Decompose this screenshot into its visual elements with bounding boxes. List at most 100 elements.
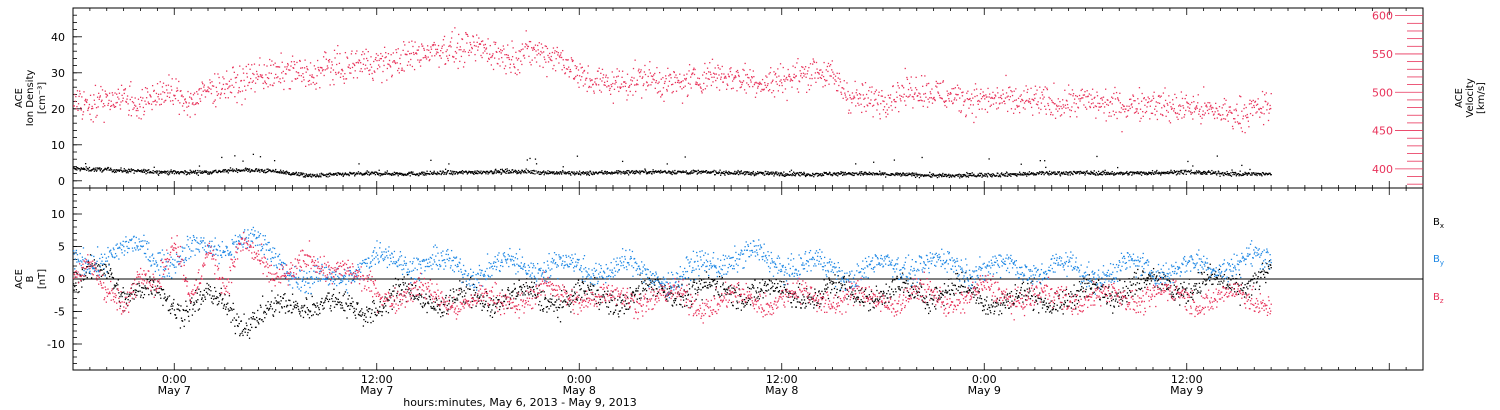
data-point xyxy=(112,277,115,279)
data-point xyxy=(1192,118,1194,120)
data-point xyxy=(1082,97,1084,99)
data-point xyxy=(705,73,708,75)
data-point xyxy=(195,172,197,174)
data-point xyxy=(226,70,228,72)
data-point xyxy=(519,50,521,53)
data-point xyxy=(1185,94,1187,96)
data-point xyxy=(1198,110,1200,112)
data-point xyxy=(318,176,320,178)
data-point xyxy=(642,170,644,172)
data-point xyxy=(1015,174,1018,177)
data-point xyxy=(644,168,646,170)
data-point xyxy=(73,283,75,285)
data-point xyxy=(758,83,760,86)
data-point xyxy=(1237,123,1240,125)
data-point xyxy=(1005,175,1007,177)
data-point xyxy=(719,68,721,70)
data-point xyxy=(1176,170,1178,172)
data-point xyxy=(622,172,624,174)
data-point xyxy=(977,175,979,177)
data-point xyxy=(988,96,990,98)
data-point xyxy=(86,266,88,268)
data-point xyxy=(1157,95,1160,97)
data-point xyxy=(102,106,104,108)
data-point xyxy=(698,172,700,174)
data-point xyxy=(800,171,802,174)
data-point xyxy=(336,174,338,176)
data-point xyxy=(1086,170,1088,172)
data-point xyxy=(842,171,844,174)
data-point xyxy=(424,173,427,175)
data-point xyxy=(1012,173,1015,176)
data-point xyxy=(211,85,214,87)
data-point xyxy=(470,51,472,53)
data-point xyxy=(502,61,504,63)
data-point xyxy=(397,48,399,50)
data-point xyxy=(683,74,685,76)
data-point xyxy=(77,103,80,105)
data-point xyxy=(124,89,126,91)
data-point xyxy=(913,93,916,95)
data-point xyxy=(368,171,370,173)
data-point xyxy=(419,59,421,61)
data-point xyxy=(1122,108,1124,111)
data-point xyxy=(1139,173,1141,175)
data-point xyxy=(670,173,672,175)
data-point xyxy=(1264,94,1266,96)
data-point xyxy=(740,81,742,83)
data-point xyxy=(777,173,779,176)
data-point xyxy=(324,69,326,71)
data-point xyxy=(120,292,123,294)
right-tick-label-400: 400 xyxy=(1372,163,1393,176)
data-point xyxy=(254,91,256,93)
data-point xyxy=(510,172,513,174)
data-point xyxy=(857,102,859,104)
data-point xyxy=(1207,171,1209,173)
data-point xyxy=(855,92,857,94)
data-point xyxy=(1172,103,1174,106)
data-point xyxy=(720,172,722,175)
data-point xyxy=(447,57,449,60)
data-point xyxy=(559,171,562,173)
data-point xyxy=(687,94,689,96)
data-point xyxy=(1137,112,1139,114)
data-point xyxy=(515,170,518,172)
data-point xyxy=(350,53,353,55)
data-point xyxy=(397,173,399,175)
data-point xyxy=(751,171,753,174)
data-point xyxy=(1236,121,1239,123)
data-point xyxy=(631,170,634,172)
data-point xyxy=(374,171,376,173)
data-point xyxy=(1093,170,1095,172)
data-point xyxy=(1232,173,1234,176)
data-point xyxy=(165,99,167,102)
panel-top-frame xyxy=(72,7,1424,189)
data-point xyxy=(761,173,764,175)
data-point xyxy=(940,174,942,176)
data-point xyxy=(851,92,854,94)
data-point xyxy=(231,84,233,86)
data-point xyxy=(1170,172,1173,174)
data-point xyxy=(570,174,572,176)
data-point xyxy=(874,91,876,93)
data-point xyxy=(802,174,805,176)
data-point xyxy=(772,90,775,92)
data-point xyxy=(342,75,344,78)
data-point xyxy=(1100,105,1102,108)
data-point xyxy=(1173,110,1175,112)
data-point xyxy=(343,174,345,176)
data-point xyxy=(1222,104,1224,106)
data-point xyxy=(1243,173,1246,176)
data-point xyxy=(1099,173,1101,175)
data-point xyxy=(334,71,337,74)
data-point xyxy=(901,85,904,87)
data-point xyxy=(811,77,813,80)
data-point xyxy=(474,172,477,175)
data-point xyxy=(1045,113,1047,115)
data-point xyxy=(900,173,903,176)
data-point xyxy=(725,77,727,79)
data-point xyxy=(745,92,747,94)
data-point xyxy=(131,293,133,295)
data-point xyxy=(629,172,631,174)
data-point xyxy=(139,106,141,108)
